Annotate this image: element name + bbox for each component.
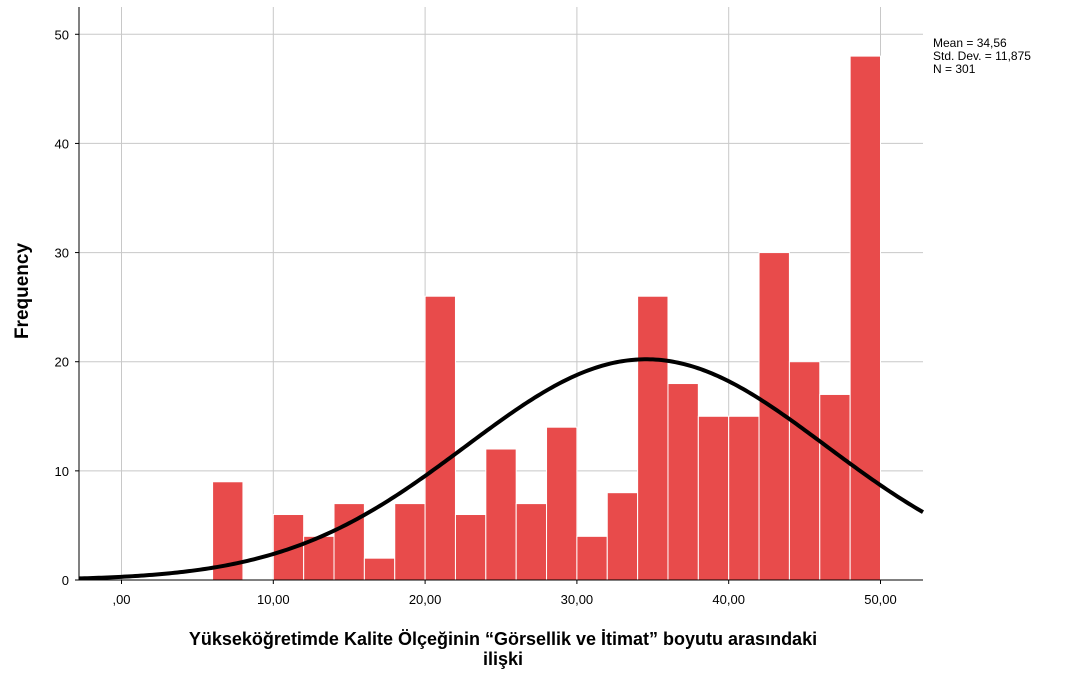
histogram-bar [697,415,730,581]
stats-n: N = 301 [933,62,976,76]
y-tick-label: 30 [55,246,69,261]
x-axis-title-line1: Yükseköğretimde Kalite Ölçeğinin “Görsel… [189,629,817,649]
y-tick-label: 20 [55,355,69,370]
x-tick-label: 30,00 [561,592,594,607]
y-tick-label: 50 [55,27,69,42]
histogram-bar [454,514,487,581]
histogram-bar [515,503,548,581]
histogram-bar [728,415,760,581]
stats-mean: Mean = 34,56 [933,36,1007,50]
histogram-bar [849,55,881,581]
y-axis-title: Frequency [12,243,33,340]
histogram-bars [212,55,881,581]
x-tick-label: 50,00 [864,592,897,607]
histogram-bar [788,361,821,581]
histogram-bar [576,535,608,581]
histogram-bar [606,492,639,581]
x-tick-label: 40,00 [712,592,745,607]
histogram-bar [667,383,699,581]
x-axis-title-line2: ilişki [483,649,523,669]
histogram-bar [546,426,578,581]
histogram-bar [819,393,851,581]
y-tick-label: 10 [55,464,69,479]
histogram-bar [637,295,669,581]
x-tick-label: 20,00 [409,592,442,607]
histogram-bar [394,503,426,581]
stats-std-dev: Std. Dev. = 11,875 [933,49,1031,63]
y-tick-label: 40 [55,136,69,151]
histogram-bar [333,503,365,581]
y-tick-label: 0 [62,573,69,588]
x-tick-label: 10,00 [257,592,290,607]
histogram-bar [363,557,396,581]
histogram-bar [424,295,456,581]
histogram-bar [485,448,517,581]
x-tick-label: ,00 [112,592,130,607]
axes [75,7,923,584]
normal-curve [78,357,925,581]
